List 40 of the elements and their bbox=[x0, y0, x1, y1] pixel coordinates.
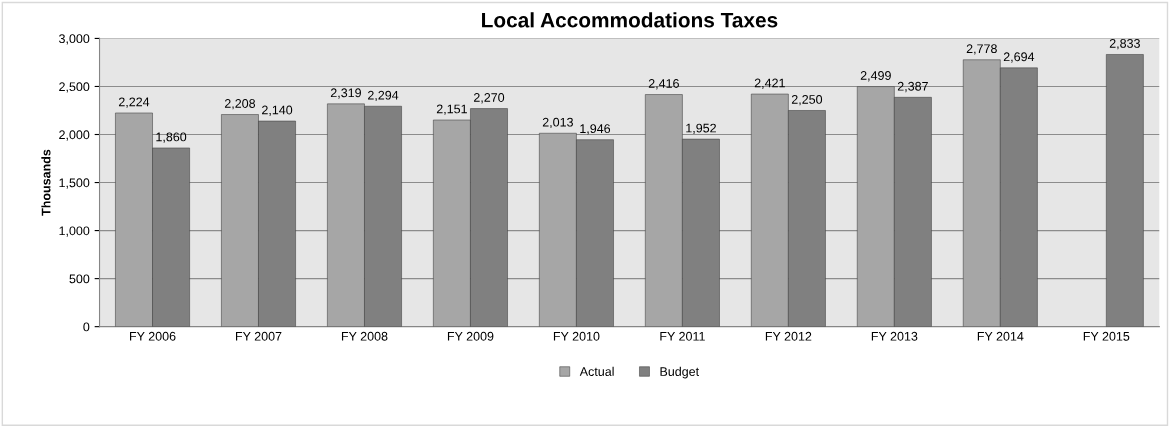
legend-label: Budget bbox=[660, 366, 699, 379]
y-axis-title: Thousands bbox=[41, 149, 51, 216]
data-label: 2,140 bbox=[262, 105, 293, 116]
data-label: 2,416 bbox=[648, 79, 679, 90]
data-label: 2,224 bbox=[118, 97, 150, 108]
y-tick-label: 3,000 bbox=[59, 34, 90, 45]
data-label: 1,946 bbox=[580, 124, 611, 135]
y-tick-label: 2,000 bbox=[59, 130, 90, 141]
data-label: 1,860 bbox=[156, 132, 187, 143]
y-tick-label: 1,000 bbox=[59, 226, 90, 237]
y-tick-label: 1,500 bbox=[59, 178, 90, 189]
data-label: 2,833 bbox=[1109, 38, 1140, 50]
x-tick-label: FY 2015 bbox=[1083, 331, 1130, 341]
x-tick-label: FY 2008 bbox=[341, 331, 388, 341]
data-label: 2,270 bbox=[473, 93, 505, 104]
data-label: 2,151 bbox=[436, 104, 467, 115]
data-label: 2,387 bbox=[897, 81, 928, 93]
data-label: 2,694 bbox=[1003, 52, 1035, 63]
data-label: 2,013 bbox=[542, 117, 573, 129]
x-tick-label: FY 2014 bbox=[977, 331, 1024, 341]
x-tick-label: FY 2012 bbox=[765, 331, 812, 341]
x-tick-label: FY 2006 bbox=[130, 331, 176, 341]
x-tick-label: FY 2011 bbox=[660, 331, 705, 341]
data-label: 2,319 bbox=[330, 88, 361, 99]
data-label: 2,499 bbox=[860, 71, 891, 82]
y-tick-label: 2,500 bbox=[59, 82, 90, 93]
data-label: 1,952 bbox=[686, 123, 716, 134]
data-label: 2,208 bbox=[224, 99, 256, 110]
data-label: 2,294 bbox=[368, 90, 399, 102]
x-tick-label: FY 2013 bbox=[871, 331, 918, 341]
legend-label: Actual bbox=[579, 366, 614, 376]
data-label: 2,250 bbox=[791, 95, 823, 106]
x-tick-label: FY 2009 bbox=[447, 331, 494, 341]
y-tick-label: 0 bbox=[83, 322, 90, 332]
x-tick-label: FY 2010 bbox=[553, 331, 600, 341]
y-tick-label: 500 bbox=[69, 274, 90, 284]
data-label: 2,421 bbox=[754, 78, 785, 89]
data-label: 2,778 bbox=[966, 44, 997, 55]
chart-title: Local Accommodations Taxes bbox=[482, 12, 778, 28]
x-tick-label: FY 2007 bbox=[236, 331, 282, 341]
